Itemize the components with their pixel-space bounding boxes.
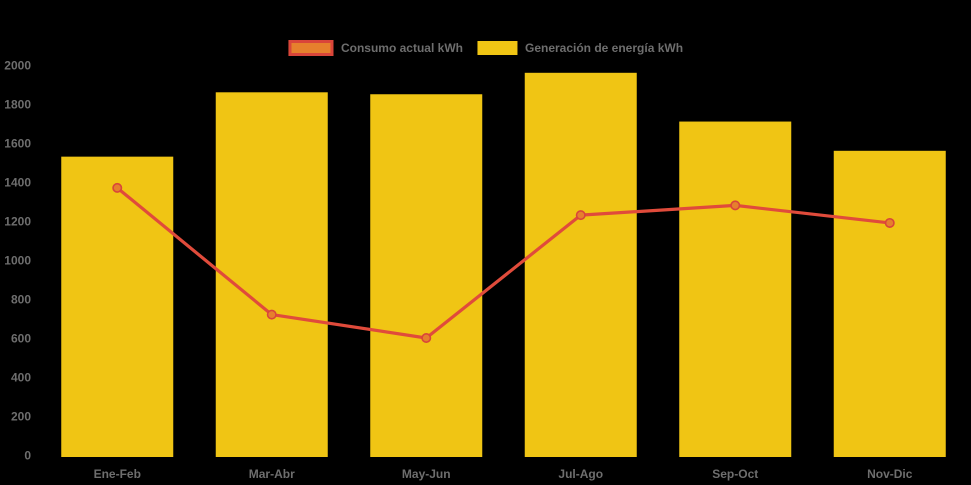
consumo-point-1 xyxy=(266,309,277,320)
y-tick-label: 0 xyxy=(24,449,31,463)
bar-Mar-Abr xyxy=(215,92,328,458)
y-tick-label: 200 xyxy=(11,410,31,424)
y-tick-label: 1800 xyxy=(4,98,31,112)
consumo-line xyxy=(115,186,892,340)
y-tick-label: 1600 xyxy=(4,137,31,151)
y-tick-label: 1200 xyxy=(4,215,31,229)
bar-Nov-Dic xyxy=(833,150,946,458)
x-category-label: Nov-Dic xyxy=(867,467,913,481)
bar-Ene-Feb xyxy=(61,156,174,457)
consumo-point-2 xyxy=(421,332,432,343)
y-tick-label: 800 xyxy=(11,293,31,307)
x-category-label: Sep-Oct xyxy=(712,467,758,481)
y-tick-label: 2000 xyxy=(4,59,31,73)
x-category-label: Jul-Ago xyxy=(558,467,603,481)
consumo-point-0 xyxy=(112,182,123,193)
consumo-point-4 xyxy=(730,200,741,211)
bar-Sep-Oct xyxy=(679,121,792,458)
y-tick-label: 600 xyxy=(11,332,31,346)
consumo-point-5 xyxy=(884,217,895,228)
legend-label-generacion: Generación de energía kWh xyxy=(524,41,684,55)
y-tick-label: 1000 xyxy=(4,254,31,268)
consumo-swatch xyxy=(287,40,333,56)
consumo-point-3 xyxy=(575,210,586,221)
chart-legend: Consumo actual kWh Generación de energía… xyxy=(287,40,684,56)
legend-item-consumo[interactable]: Consumo actual kWh xyxy=(287,40,463,56)
bar-Jul-Ago xyxy=(524,72,637,458)
legend-label-consumo: Consumo actual kWh xyxy=(340,41,463,55)
y-tick-label: 400 xyxy=(11,371,31,385)
y-tick-label: 1400 xyxy=(4,176,31,190)
bar-May-Jun xyxy=(370,94,483,457)
x-category-label: Mar-Abr xyxy=(249,467,295,481)
x-category-label: Ene-Feb xyxy=(94,467,141,481)
generacion-swatch xyxy=(476,41,517,55)
legend-item-generacion[interactable]: Generación de energía kWh xyxy=(476,40,684,56)
x-category-label: May-Jun xyxy=(402,467,451,481)
